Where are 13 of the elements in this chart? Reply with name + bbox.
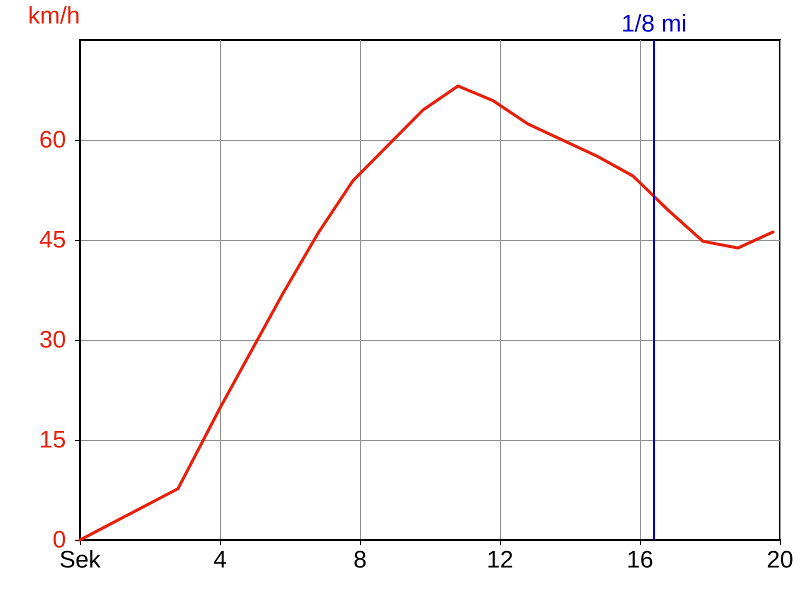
y-tick-label: 30 bbox=[39, 326, 66, 354]
x-tick-label: 8 bbox=[353, 546, 367, 574]
x-tick-label: 16 bbox=[626, 546, 654, 574]
x-tick-label: 12 bbox=[486, 546, 514, 574]
y-tick-label: 45 bbox=[39, 226, 66, 254]
ref-line-label: 1/8 mi bbox=[621, 10, 687, 38]
x-tick-label: 20 bbox=[766, 546, 794, 574]
x-tick-label: Sek bbox=[59, 546, 102, 574]
y-tick-label: 15 bbox=[39, 426, 66, 454]
y-tick-label: 60 bbox=[39, 126, 66, 154]
y-axis-title: km/h bbox=[28, 2, 80, 30]
line-series bbox=[78, 84, 774, 542]
x-tick-label: 4 bbox=[213, 546, 227, 574]
